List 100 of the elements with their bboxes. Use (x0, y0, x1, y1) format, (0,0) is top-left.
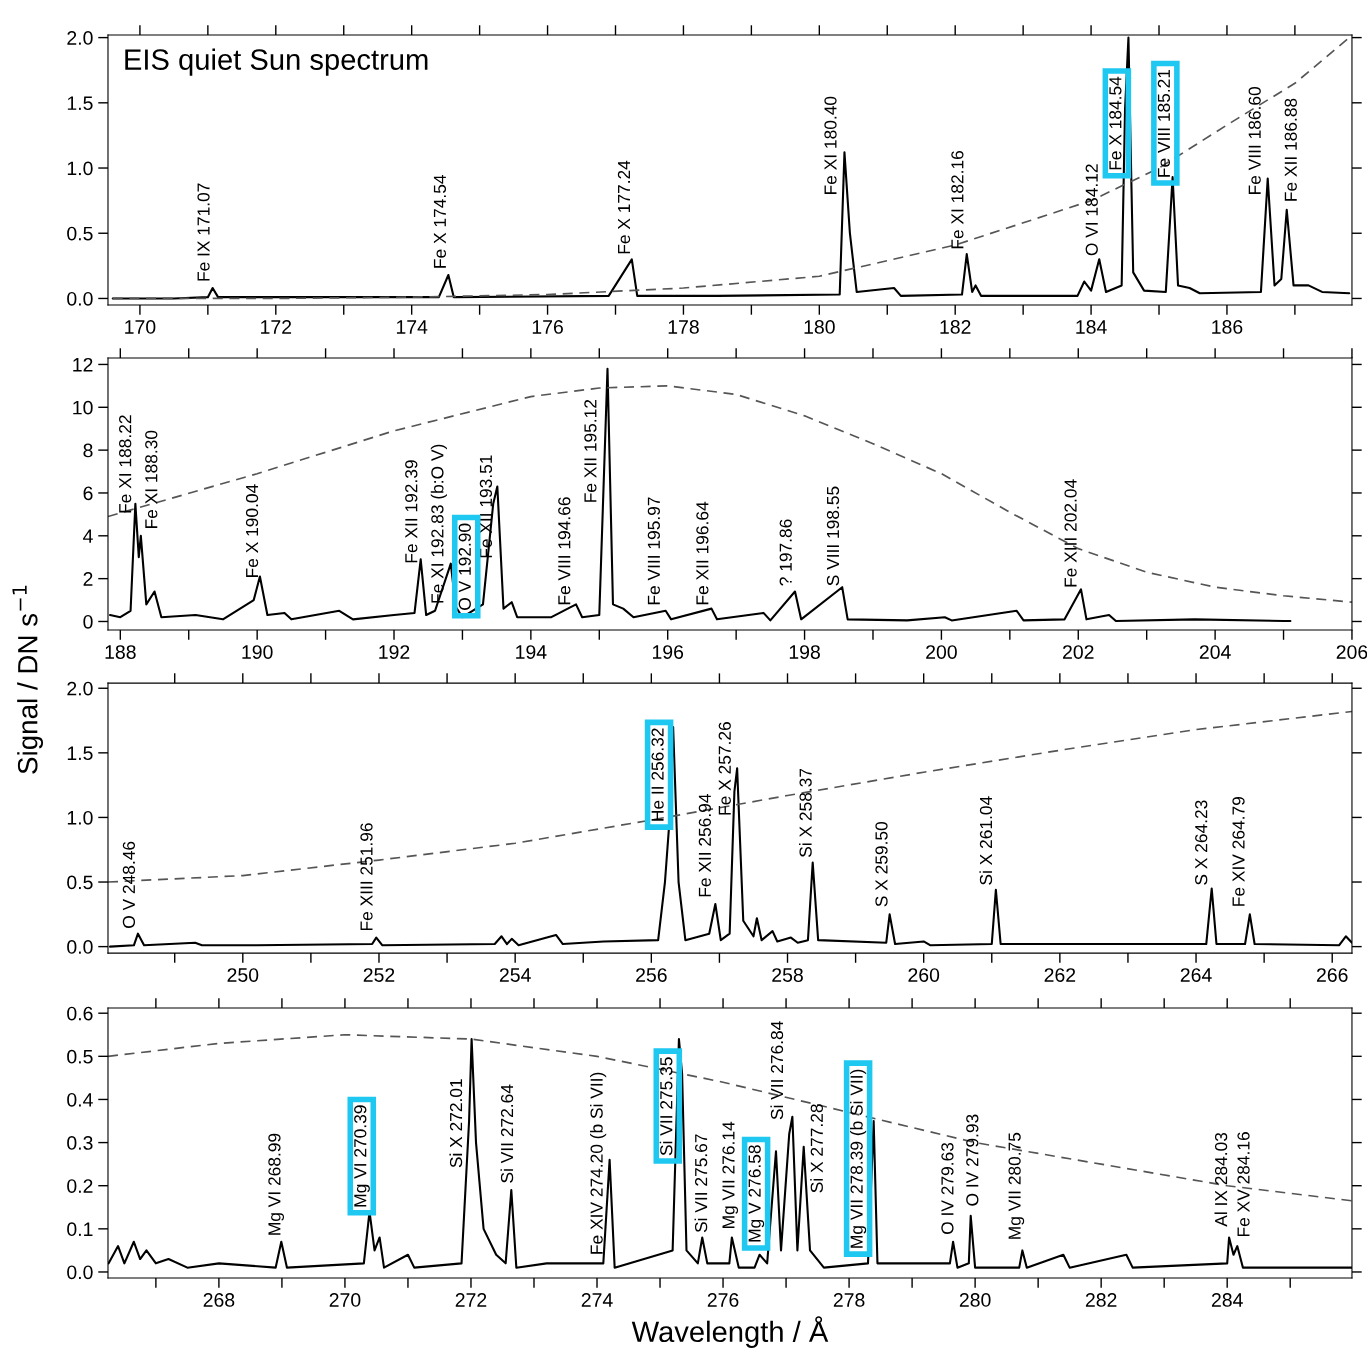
y-tick-label: 2 (83, 572, 93, 586)
y-tick-label: 4 (83, 529, 93, 543)
annotation: Si VII 275.35 (659, 1057, 673, 1156)
annotation: Si VII 272.64 (500, 1084, 514, 1183)
x-tick-label: 278 (833, 1293, 865, 1307)
x-tick-label: 194 (516, 645, 547, 659)
x-tick-label: 280 (959, 1293, 991, 1307)
y-tick-label: 0.0 (67, 291, 93, 306)
annotation: Fe VIII 194.66 (558, 497, 571, 605)
x-tick-label: 200 (926, 645, 957, 659)
x-axis-title: Wavelength / Å (631, 1316, 829, 1348)
annotation: O IV 279.93 (966, 1114, 979, 1206)
annotation: Si VII 275.67 (694, 1134, 708, 1233)
annotation: Fe XII 192.39 (405, 460, 418, 563)
y-tick-label: 12 (73, 357, 93, 372)
x-tick-label: 284 (1211, 1293, 1243, 1307)
annotation: O V 192.90 (458, 523, 471, 610)
annotation: Si X 277.28 (810, 1104, 823, 1193)
annotation: Si VII 276.84 (770, 1021, 784, 1120)
y-tick-label: 1.0 (67, 161, 93, 176)
annotation: O VI 184.12 (1085, 164, 1098, 256)
x-tick-label: 270 (329, 1293, 361, 1307)
annotation: Fe X 190.04 (245, 484, 259, 577)
annotation: Mg VI 268.99 (268, 1133, 285, 1235)
x-tick-label: 190 (242, 645, 273, 659)
x-tick-label: 266 (1316, 968, 1348, 982)
annotation: Fe XIV 264.79 (1232, 797, 1245, 906)
annotation: Fe X 257.26 (718, 722, 731, 815)
annotation: Mg VI 270.39 (354, 1105, 370, 1207)
annotation: Fe XI 182.16 (951, 150, 964, 249)
x-tick-label: 274 (581, 1293, 613, 1307)
y-tick-label: 10 (73, 400, 93, 415)
annotation: Fe VIII 185.21 (1157, 69, 1171, 177)
y-tick-label: 0.4 (67, 1092, 93, 1107)
x-tick-label: 282 (1085, 1293, 1117, 1307)
annotation: Fe X 184.54 (1109, 76, 1122, 170)
x-tick-label: 268 (203, 1293, 235, 1307)
annotation: ? 197.86 (779, 519, 792, 586)
x-tick-label: 252 (363, 968, 395, 982)
y-tick-label: 8 (83, 443, 93, 458)
y-tick-label: 1.0 (67, 810, 93, 825)
y-tick-label: 0.5 (67, 226, 93, 241)
annotation: S VIII 198.55 (826, 486, 840, 586)
y-tick-label: 1.5 (67, 96, 93, 111)
x-tick-label: 254 (499, 968, 531, 982)
x-tick-label: 260 (908, 968, 940, 982)
annotation: Fe XV 284.16 (1237, 1132, 1250, 1237)
annotation: Al IX 284.03 (1214, 1132, 1228, 1227)
x-tick-label: 262 (1044, 968, 1076, 982)
annotation: Mg VII 280.75 (1008, 1132, 1025, 1239)
annotation: Fe XIII 251.96 (360, 823, 373, 931)
annotation: S X 259.50 (875, 821, 888, 907)
chart-title: EIS quiet Sun spectrum (125, 48, 428, 76)
y-tick-label: 0.6 (67, 1006, 93, 1021)
annotation: Fe XII 196.64 (696, 501, 709, 605)
annotation: Mg VII 276.14 (722, 1121, 739, 1228)
annotation: Fe XII 256.94 (698, 794, 711, 897)
annotation: Fe X 174.54 (433, 174, 447, 268)
x-tick-label: 172 (261, 320, 292, 334)
annotation: Fe XII 195.12 (584, 399, 597, 502)
annotation: Fe XI 188.30 (145, 430, 158, 528)
x-tick-label: 276 (707, 1293, 739, 1307)
x-tick-label: 192 (379, 645, 410, 659)
y-tick-label: 0.5 (67, 1049, 93, 1064)
annotation: S X 264.23 (1195, 800, 1208, 885)
x-tick-label: 174 (396, 320, 428, 334)
annotation: Fe XII 193.51 (479, 455, 493, 558)
annotation: Fe XI 188.22 (119, 415, 132, 513)
y-tick-label: 1.5 (67, 746, 93, 761)
annotation: Fe XIII 202.04 (1064, 479, 1077, 587)
y-tick-label: 0.2 (67, 1179, 93, 1193)
x-tick-label: 202 (1063, 645, 1094, 659)
x-tick-label: 188 (105, 645, 136, 659)
y-tick-label: 0 (83, 614, 93, 629)
x-tick-label: 206 (1336, 645, 1367, 659)
x-tick-label: 196 (652, 645, 684, 659)
annotation: Fe VIII 195.97 (647, 497, 660, 605)
y-tick-label: 0.0 (67, 940, 93, 954)
y-tick-label: 0.3 (67, 1136, 93, 1150)
x-tick-label: 198 (789, 645, 820, 659)
x-tick-label: 180 (804, 320, 835, 334)
annotation: Si X 272.01 (449, 1079, 463, 1168)
x-tick-label: 258 (772, 968, 803, 982)
annotation: Fe X 177.24 (617, 160, 631, 254)
annotation: Fe IX 171.07 (197, 183, 210, 281)
annotation: Fe XII 186.88 (1284, 98, 1297, 201)
line-series (111, 36, 1351, 300)
x-tick-label: 182 (940, 320, 971, 334)
y-tick-label: 0.0 (67, 1265, 93, 1280)
x-tick-label: 184 (1076, 320, 1107, 334)
x-tick-label: 204 (1199, 645, 1231, 659)
annotation: Mg V 276.58 (748, 1145, 765, 1242)
annotation: Si X 261.04 (979, 796, 993, 885)
x-tick-label: 250 (227, 968, 259, 982)
annotation: O IV 279.63 (941, 1142, 954, 1234)
annotation: O V 248.46 (122, 841, 136, 928)
x-tick-label: 176 (532, 320, 563, 334)
x-tick-label: 264 (1180, 968, 1212, 982)
x-tick-label: 178 (668, 320, 699, 334)
x-tick-label: 272 (455, 1293, 487, 1307)
